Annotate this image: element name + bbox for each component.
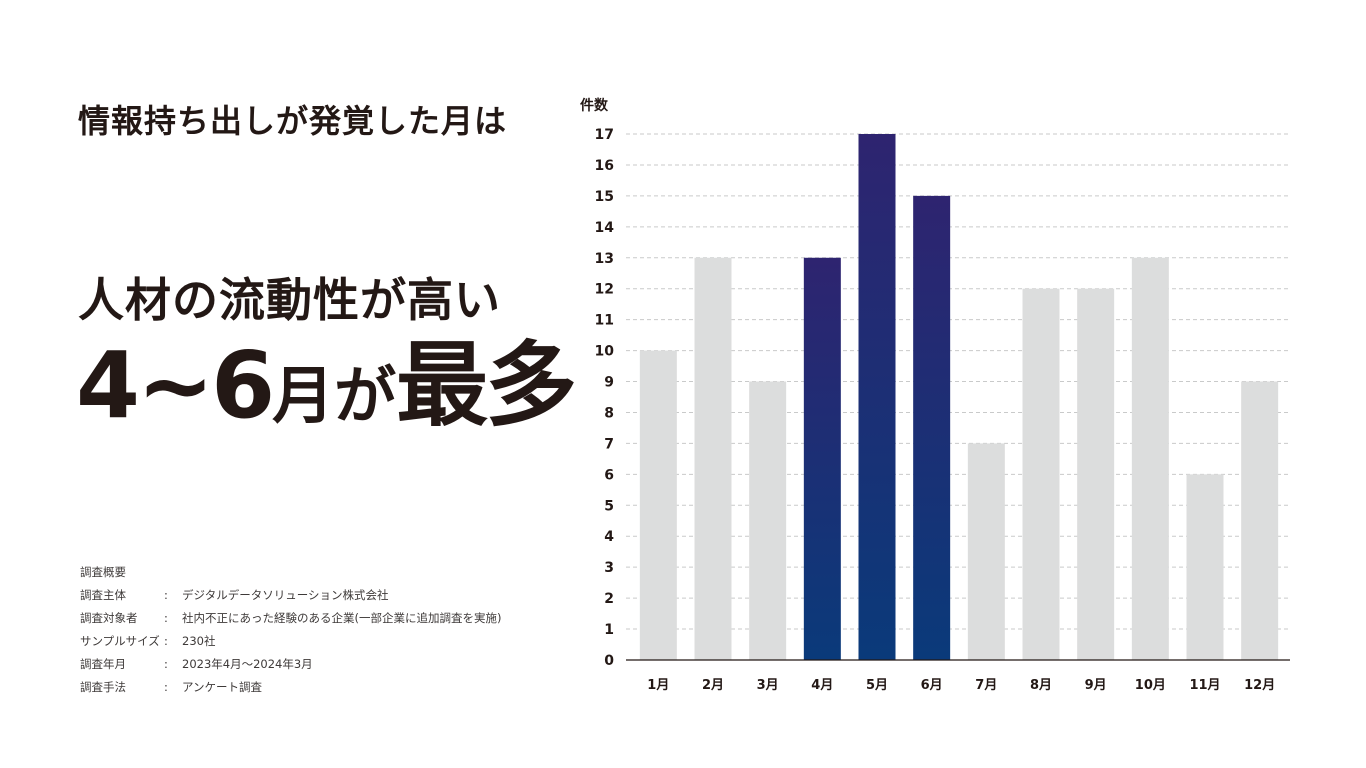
x-tick-label: 2月	[702, 678, 724, 693]
y-tick-label: 17	[595, 127, 614, 143]
y-tick-label: 8	[604, 405, 614, 421]
survey-row-colon: :	[164, 611, 168, 625]
survey-row-value: 2023年4月～2024年3月	[182, 657, 313, 671]
headline-line-1: 人材の流動性が高い	[78, 273, 501, 327]
bar	[1077, 288, 1115, 660]
y-tick-label: 9	[604, 375, 614, 391]
bar	[1241, 381, 1279, 660]
survey-row: 調査対象者 : 社内不正にあった経験のある企業(一部企業に追加調査を実施)	[80, 609, 501, 632]
bars	[639, 134, 1279, 660]
bar	[639, 350, 677, 660]
x-tick-label: 5月	[866, 678, 888, 693]
x-tick-label: 4月	[811, 678, 833, 693]
survey-row: 調査主体 : デジタルデータソリューション株式会社	[80, 586, 501, 609]
x-tick-labels: 1月 2月 3月 4月 5月 6月 7月 8月 9月 10月 11月 12月	[647, 678, 1275, 693]
y-axis-title: 件数	[580, 97, 609, 114]
survey-row: 調査手法 : アンケート調査	[80, 678, 501, 701]
survey-row-value: アンケート調査	[182, 680, 263, 694]
y-tick-label: 12	[595, 282, 614, 298]
survey-row-label: 調査年月	[80, 657, 126, 671]
survey-row: サンプルサイズ : 230社	[80, 632, 501, 655]
y-tick-label: 7	[604, 436, 614, 452]
bar-highlighted	[803, 257, 841, 660]
y-tick-label: 11	[595, 313, 614, 329]
y-tick-label: 3	[604, 560, 614, 576]
bar-highlighted	[913, 195, 951, 660]
survey-row-value: デジタルデータソリューション株式会社	[182, 588, 389, 602]
x-tick-label: 6月	[921, 678, 943, 693]
x-tick-label: 1月	[647, 678, 669, 693]
bar	[749, 381, 787, 660]
x-tick-label: 10月	[1135, 678, 1166, 693]
bar	[694, 257, 732, 660]
bar	[1022, 288, 1060, 660]
survey-row: 調査年月 : 2023年4月～2024年3月	[80, 655, 501, 678]
y-tick-label: 4	[604, 529, 614, 545]
survey-title: 調査概要	[80, 565, 126, 579]
survey-row-colon: :	[164, 588, 168, 602]
x-tick-label: 8月	[1030, 678, 1052, 693]
grid-lines	[626, 133, 1290, 630]
y-tick-label: 1	[604, 622, 614, 638]
survey-overview: 調査概要 調査主体 : デジタルデータソリューション株式会社 調査対象者 : 社…	[80, 563, 501, 701]
headline-most: 最多	[396, 332, 577, 439]
survey-row-colon: :	[164, 657, 168, 671]
y-tick-label: 13	[595, 251, 614, 267]
y-tick-label: 6	[604, 467, 614, 483]
bar	[1186, 474, 1224, 660]
x-tick-label: 7月	[975, 678, 997, 693]
bar	[1131, 257, 1169, 660]
y-tick-label: 0	[604, 653, 614, 669]
y-tick-label: 16	[595, 158, 614, 174]
survey-row-colon: :	[164, 680, 168, 694]
headline-line-2: 4~6月が最多	[76, 340, 577, 432]
survey-row-label: 調査対象者	[80, 611, 138, 625]
survey-row-value: 社内不正にあった経験のある企業(一部企業に追加調査を実施)	[182, 611, 502, 625]
y-tick-label: 14	[595, 220, 615, 236]
survey-row-label: サンプルサイズ	[80, 634, 160, 648]
survey-row-label: 調査主体	[80, 588, 126, 602]
x-tick-label: 12月	[1244, 678, 1275, 693]
bar	[967, 443, 1005, 660]
y-tick-label: 10	[595, 344, 615, 360]
survey-row-value: 230社	[182, 634, 216, 648]
y-tick-label: 5	[604, 498, 614, 514]
y-tick-label: 2	[604, 591, 614, 607]
survey-row-colon: :	[164, 634, 168, 648]
chart-heading: 情報持ち出しが発覚した月は	[78, 102, 508, 140]
survey-row-label: 調査手法	[80, 680, 126, 694]
headline-particle: 月が	[272, 359, 397, 432]
bar-highlighted	[858, 134, 896, 660]
x-tick-label: 3月	[757, 678, 779, 693]
x-tick-label: 9月	[1085, 678, 1107, 693]
x-tick-label: 11月	[1189, 678, 1220, 693]
y-tick-label: 15	[595, 189, 614, 205]
headline-months: 4~6	[76, 332, 275, 439]
